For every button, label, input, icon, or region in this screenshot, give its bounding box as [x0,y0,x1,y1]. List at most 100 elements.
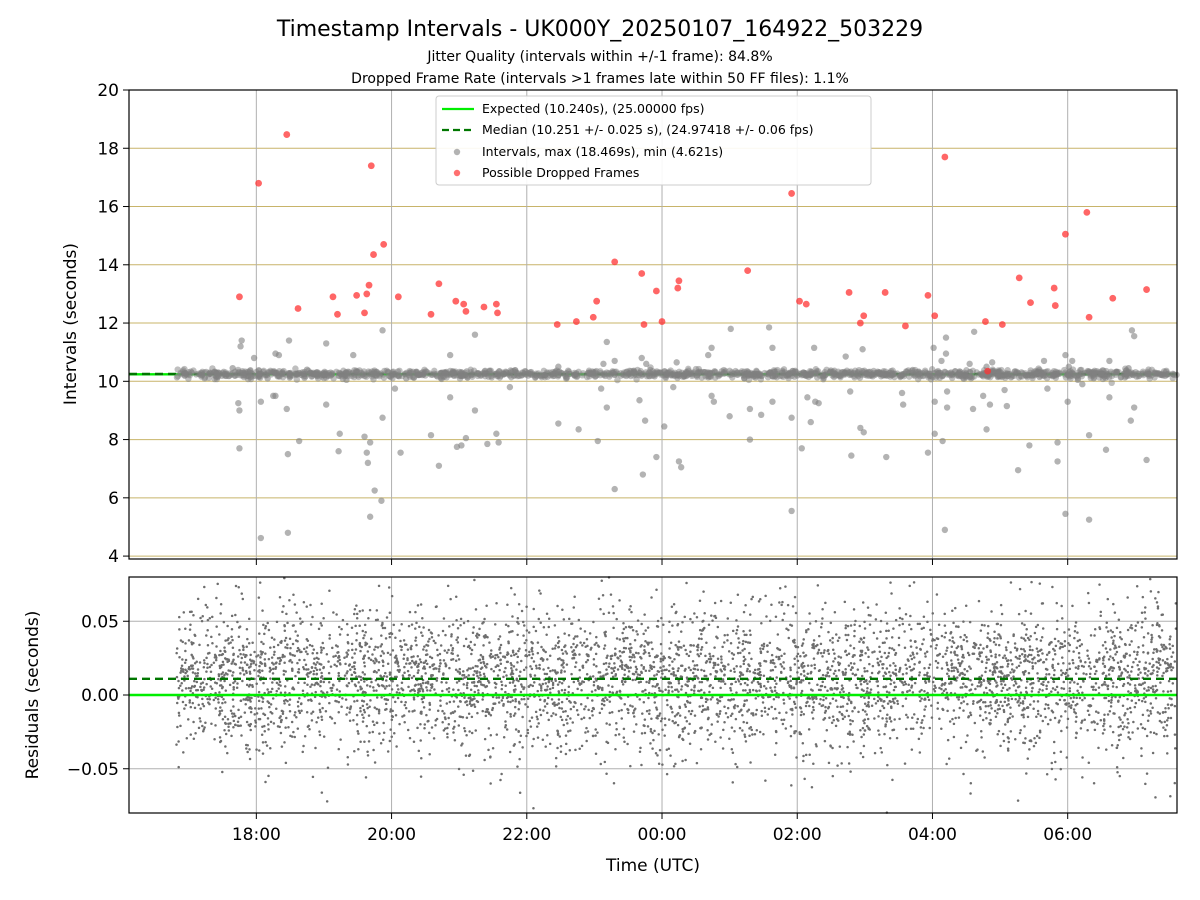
residual-point [1111,666,1114,669]
residual-point [693,675,696,678]
residual-point [990,707,993,710]
residual-point [831,636,834,640]
residual-point [1014,682,1018,685]
residual-point [792,700,796,704]
residual-point [989,700,992,704]
residual-point [1093,665,1096,668]
residual-point [931,680,935,684]
residual-point [1134,624,1138,628]
residual-point [800,689,804,693]
interval-point [639,471,647,478]
interval-point [265,369,273,377]
residual-point [300,709,303,712]
residual-point [742,639,745,643]
residual-point [742,655,746,659]
residual-point [481,655,484,659]
residual-point [1043,707,1047,711]
residual-point [531,744,534,748]
residual-point [967,653,971,657]
residual-point [509,586,513,590]
residual-point [490,667,493,671]
residual-point [1127,736,1130,739]
residual-point [1061,671,1065,675]
residual-point [611,605,615,608]
residual-point [780,654,783,658]
interval-point [938,357,945,365]
residual-point [550,679,553,682]
residual-point [826,689,829,692]
residual-point [419,723,422,726]
residual-point [978,714,982,717]
residual-point [1068,634,1072,637]
residual-point [848,730,851,734]
residual-point [738,641,741,644]
residual-point [612,669,616,673]
residual-point [578,653,581,656]
interval-point [727,325,734,333]
residual-point [230,734,233,738]
residual-point [497,664,500,668]
residual-point [451,658,455,661]
residual-point [775,655,778,659]
residual-point [1077,651,1081,655]
residual-point [994,655,997,659]
residual-point [382,721,385,725]
residual-point [887,670,891,674]
residual-point [885,667,889,670]
residual-point [253,650,256,654]
residual-point [1119,733,1122,736]
residual-point [283,629,287,632]
residual-point [1074,625,1077,628]
residual-point [453,719,457,723]
residual-point [705,641,708,644]
residual-point [414,610,417,614]
residual-point [536,689,539,693]
residual-point [247,617,251,621]
residual-point [189,705,193,709]
residual-point [686,684,690,688]
residual-point [832,718,836,722]
residual-point [1159,681,1162,684]
residual-point [1109,701,1113,704]
residual-point [195,688,198,692]
residual-point [430,632,434,635]
residual-point [859,683,863,686]
residual-point [1128,654,1132,657]
residual-point [1146,674,1149,677]
residual-point [796,645,800,649]
residual-point [206,666,209,670]
residual-point [908,665,911,669]
residual-point [890,636,894,639]
residual-point [500,772,503,776]
residual-point [834,699,838,702]
residual-point [539,686,543,690]
residual-point [203,585,206,589]
interval-point [285,337,293,344]
residual-point [930,704,933,707]
residual-point [1165,667,1168,670]
residual-point [810,786,814,789]
interval-point [718,368,725,375]
residual-point [699,652,703,656]
residual-point [522,634,525,637]
residual-point [646,725,650,728]
residual-point [741,729,744,732]
residual-point [745,721,749,725]
residual-point [530,716,534,719]
residual-point [608,700,612,703]
residual-point [930,716,934,719]
residual-point [632,709,636,712]
residual-point [180,669,183,672]
residual-point [546,658,549,661]
residual-point [257,699,261,703]
interval-point [769,398,776,405]
interval-point [815,399,822,407]
residual-point [601,594,605,597]
residual-point [701,704,705,708]
residual-point [184,687,188,690]
residual-point [467,674,470,677]
residual-point [632,660,636,663]
residual-point [800,710,803,714]
interval-point [1106,394,1113,401]
residual-point [772,662,776,665]
